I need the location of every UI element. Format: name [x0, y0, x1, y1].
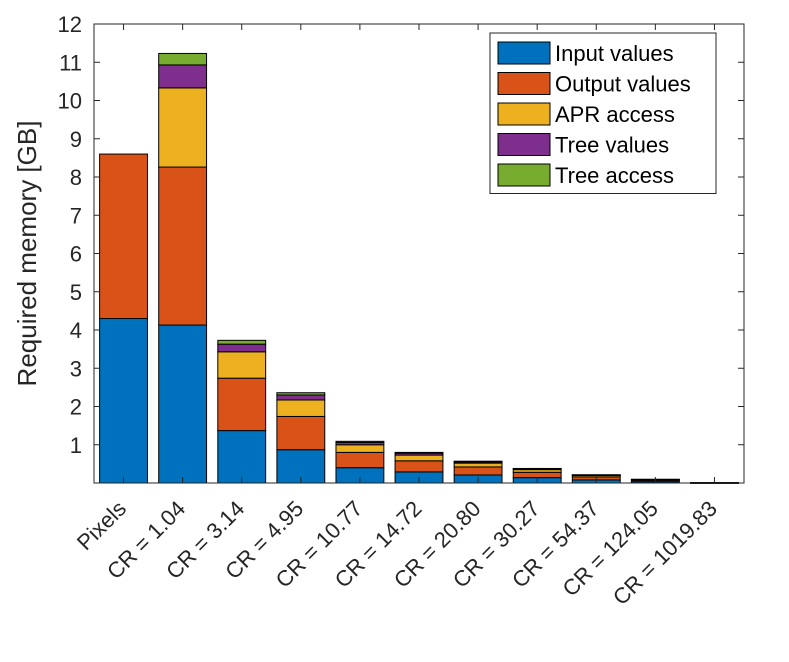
bar-segment [276, 392, 326, 396]
bar-segment [276, 415, 326, 451]
bar-segment [335, 444, 385, 453]
legend-swatch [497, 102, 551, 126]
bar-segment [217, 377, 267, 432]
bar-segment [158, 166, 208, 326]
y-tick-label: 10 [58, 89, 82, 114]
plot-frame [93, 23, 745, 484]
bar-segment [394, 451, 444, 454]
bar-segment [453, 466, 503, 476]
y-tick-label: 3 [70, 356, 82, 381]
bar-segment [335, 440, 385, 443]
legend-label: Tree values [555, 133, 669, 158]
bar-segment [99, 318, 148, 484]
bar-segment [158, 324, 208, 484]
legend: Input values Output values APR access Tree … [489, 32, 717, 194]
bar-segment [158, 87, 208, 168]
bar-segment [276, 399, 326, 417]
bar-segment [335, 451, 385, 469]
y-axis-title: Required memory [GB] [12, 121, 42, 387]
bar-segment [217, 430, 267, 484]
y-tick-label: 7 [70, 203, 82, 228]
bar-segment [217, 339, 267, 345]
bar-segment [217, 343, 267, 353]
legend-swatch [497, 72, 551, 95]
bar-segment [276, 394, 326, 401]
bar-segment [394, 460, 444, 473]
bar-segment [453, 462, 503, 468]
bar-segment [158, 52, 208, 66]
y-tick-label: 11 [59, 50, 82, 75]
legend-swatch [497, 133, 551, 156]
y-tick-label: 9 [70, 127, 82, 152]
y-tick-label: 2 [70, 395, 82, 420]
y-tick-label: 4 [70, 318, 82, 343]
legend-label: Input values [555, 41, 674, 66]
bar-segment [394, 454, 444, 462]
legend-label: Output values [555, 72, 691, 97]
legend-label: APR access [555, 102, 675, 127]
y-tick-label: 8 [70, 165, 82, 190]
legend-swatch [497, 163, 551, 187]
y-tick-label: 1 [70, 433, 82, 458]
legend-label: Tree access [555, 163, 674, 188]
legend-swatch [497, 41, 551, 65]
bar-segment [453, 460, 503, 463]
bar-segment [217, 351, 267, 379]
bars-group [99, 52, 739, 484]
y-tick-label: 12 [58, 12, 82, 37]
bar-segment [99, 153, 148, 320]
bar-segment [512, 467, 562, 470]
bar-segment [571, 474, 621, 476]
x-tick-label: CR = 1019.83 [608, 496, 722, 610]
y-tick-label: 6 [70, 242, 82, 267]
bar-segment [512, 471, 562, 479]
y-tick-label: 5 [70, 280, 82, 305]
bar-segment [158, 64, 208, 89]
